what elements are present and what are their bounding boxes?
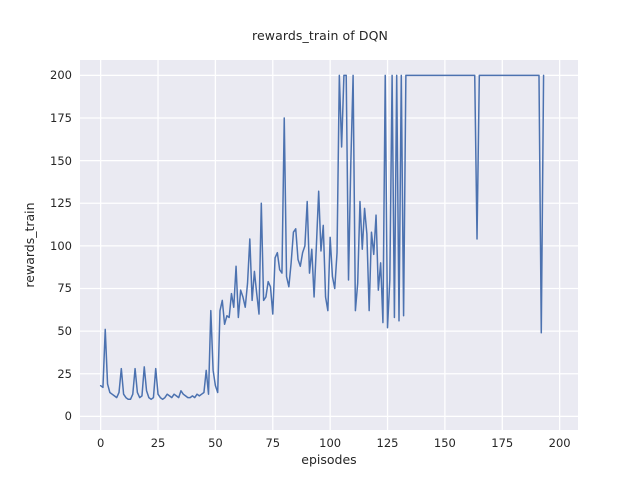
x-tick-label: 200	[548, 436, 571, 450]
data-series-line	[99, 74, 545, 401]
y-tick-label: 100	[50, 238, 72, 253]
y-tick-label: 125	[50, 196, 72, 211]
y-tick-label: 75	[57, 281, 72, 296]
x-tick-label: 125	[376, 436, 399, 450]
x-axis-ticks: 0 25 50 75 100 125 150 175 200	[80, 430, 578, 454]
x-axis-label: episodes	[301, 452, 357, 467]
x-tick-label: 0	[96, 436, 105, 450]
plot-area	[80, 60, 578, 430]
y-axis-ticks: 0 25 50 75 100 125 150 175 200	[0, 60, 72, 430]
y-tick-label: 175	[50, 110, 72, 125]
y-tick-label: 150	[50, 153, 72, 168]
x-tick-label: 75	[265, 436, 281, 450]
x-tick-label: 50	[208, 436, 223, 450]
x-tick-label: 175	[491, 436, 514, 450]
y-tick-label: 25	[57, 366, 72, 381]
x-tick-label: 100	[319, 436, 342, 450]
y-tick-label: 0	[64, 409, 72, 424]
y-tick-label: 50	[57, 324, 72, 339]
x-tick-label: 25	[150, 436, 166, 450]
page-title: rewards_train of DQN	[252, 28, 388, 43]
x-tick-label: 150	[433, 436, 456, 450]
y-tick-label: 200	[50, 68, 72, 83]
